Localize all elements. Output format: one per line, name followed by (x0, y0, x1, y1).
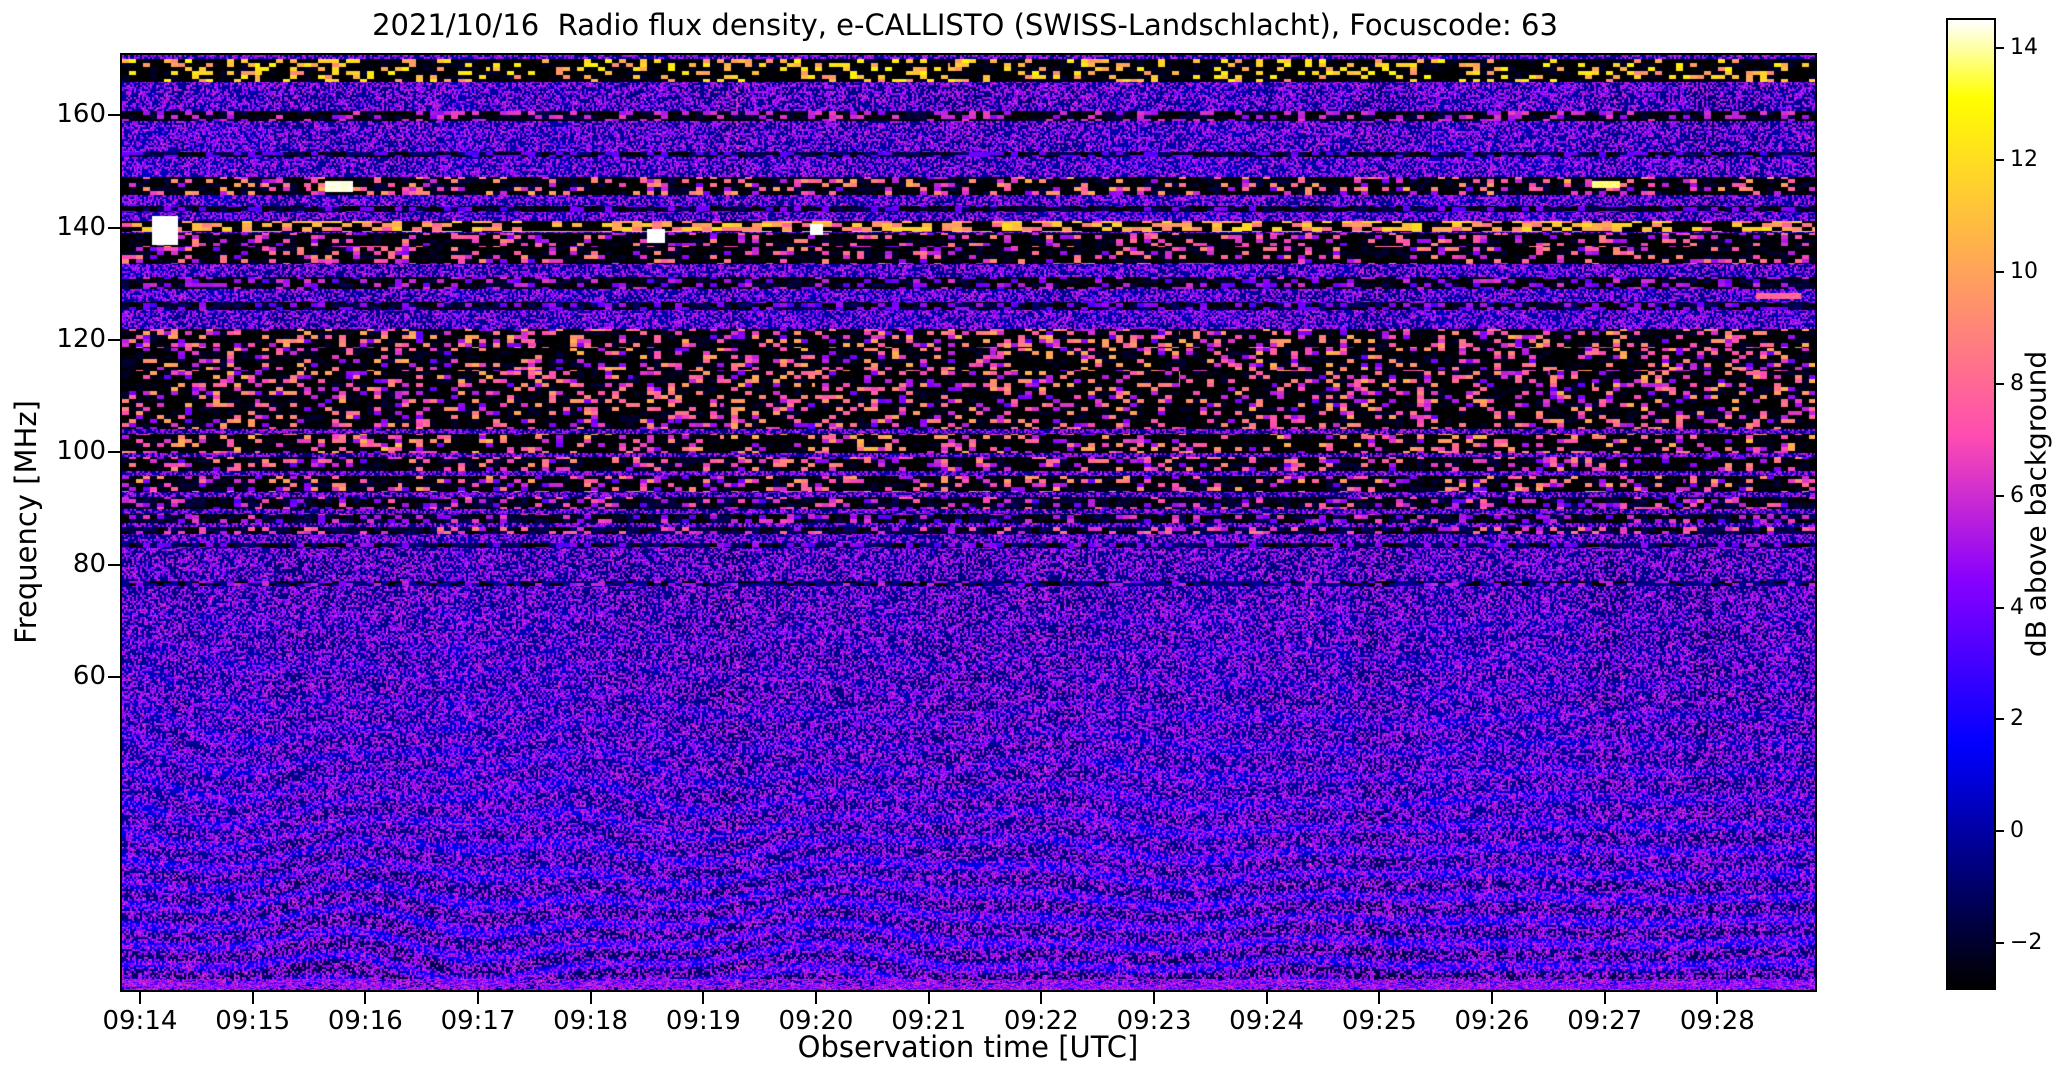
x-tick-label: 09:18 (553, 1006, 629, 1036)
x-tick-label: 09:17 (440, 1006, 516, 1036)
colorbar-tick-mark (1996, 718, 2004, 721)
x-tick-mark (1265, 992, 1268, 1004)
y-tick-mark (108, 339, 120, 342)
y-tick-label: 80 (72, 548, 106, 579)
chart-title: 2021/10/16 Radio flux density, e-CALLIST… (372, 8, 1558, 42)
colorbar-tick-label: 2 (2010, 706, 2024, 732)
x-tick-label: 09:25 (1341, 1006, 1417, 1036)
colorbar-tick-label: 6 (2010, 482, 2024, 508)
x-tick-label: 09:27 (1567, 1006, 1643, 1036)
x-tick-mark (138, 992, 141, 1004)
y-tick-mark (108, 451, 120, 454)
x-axis-label: Observation time [UTC] (797, 1030, 1139, 1064)
y-tick-label: 100 (56, 436, 106, 467)
x-tick-label: 09:24 (1229, 1006, 1305, 1036)
colorbar-tick-mark (1996, 942, 2004, 945)
colorbar-tick-label: 8 (2010, 370, 2024, 396)
y-tick-label: 160 (56, 98, 106, 129)
x-tick-mark (1603, 992, 1606, 1004)
y-tick-mark (108, 226, 120, 229)
x-tick-label: 09:22 (1003, 1006, 1079, 1036)
spectrogram-canvas (122, 55, 1815, 990)
x-tick-mark (1040, 992, 1043, 1004)
colorbar-tick-label: −2 (2010, 930, 2043, 956)
x-tick-label: 09:15 (215, 1006, 291, 1036)
x-tick-mark (589, 992, 592, 1004)
colorbar-tick-mark (1996, 494, 2004, 497)
x-tick-label: 09:21 (891, 1006, 967, 1036)
spectrogram-plot (120, 53, 1817, 992)
y-tick-mark (108, 563, 120, 566)
x-tick-mark (1153, 992, 1156, 1004)
colorbar-tick-mark (1996, 270, 2004, 273)
x-tick-mark (1378, 992, 1381, 1004)
colorbar-tick-label: 14 (2010, 34, 2038, 60)
x-tick-label: 09:23 (1116, 1006, 1192, 1036)
colorbar-tick-mark (1996, 382, 2004, 385)
x-tick-label: 09:16 (327, 1006, 403, 1036)
x-tick-label: 09:28 (1679, 1006, 1755, 1036)
x-tick-mark (251, 992, 254, 1004)
x-tick-mark (927, 992, 930, 1004)
colorbar-tick-mark (1996, 830, 2004, 833)
colorbar-tick-mark (1996, 46, 2004, 49)
y-tick-label: 60 (72, 660, 106, 691)
x-tick-label: 09:19 (665, 1006, 741, 1036)
x-tick-mark (364, 992, 367, 1004)
colorbar-tick-mark (1996, 158, 2004, 161)
colorbar-canvas (1948, 20, 1994, 988)
colorbar-tick-label: 10 (2010, 258, 2038, 284)
y-tick-label: 140 (56, 211, 106, 242)
y-tick-mark (108, 113, 120, 116)
colorbar-tick-label: 4 (2010, 594, 2024, 620)
colorbar-label: dB above background (2019, 350, 2053, 658)
x-tick-label: 09:14 (102, 1006, 178, 1036)
x-tick-mark (1490, 992, 1493, 1004)
x-tick-mark (477, 992, 480, 1004)
colorbar (1946, 18, 1996, 990)
colorbar-tick-label: 0 (2010, 818, 2024, 844)
x-tick-label: 09:26 (1454, 1006, 1530, 1036)
x-tick-mark (702, 992, 705, 1004)
y-tick-mark (108, 675, 120, 678)
x-tick-mark (814, 992, 817, 1004)
x-tick-label: 09:20 (778, 1006, 854, 1036)
y-tick-label: 120 (56, 324, 106, 355)
x-tick-mark (1716, 992, 1719, 1004)
colorbar-tick-label: 12 (2010, 146, 2038, 172)
colorbar-tick-mark (1996, 606, 2004, 609)
